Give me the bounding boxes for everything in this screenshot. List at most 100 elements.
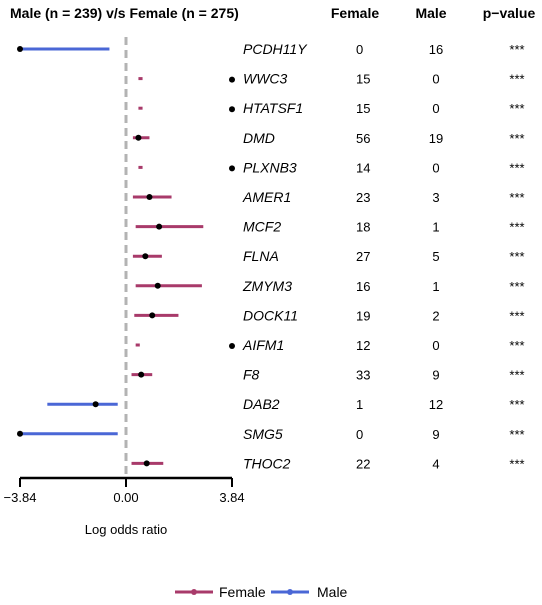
x-axis: −3.84 0.00 3.84 Log odds ratio <box>4 476 245 537</box>
male-count: 2 <box>432 308 439 323</box>
male-count: 0 <box>432 72 439 87</box>
column-header-male: Male <box>415 5 446 21</box>
male-count: 5 <box>432 249 439 264</box>
forest-row: ZMYM3 16 1 *** <box>135 278 525 294</box>
gene-label: AMER1 <box>242 189 291 205</box>
p-value: *** <box>509 190 524 205</box>
female-count: 15 <box>356 72 370 87</box>
gene-label: ZMYM3 <box>242 278 292 294</box>
female-count: 18 <box>356 220 370 235</box>
forest-row: F8 33 9 *** <box>131 367 525 383</box>
forest-row: AMER1 23 3 *** <box>132 189 525 205</box>
legend-male-dot <box>287 589 293 595</box>
gene-label: PLXNB3 <box>243 159 297 175</box>
p-value: *** <box>509 279 524 294</box>
forest-row: WWC3 15 0 *** <box>138 71 525 87</box>
side-marker <box>229 76 235 83</box>
point-estimate <box>17 430 23 437</box>
gene-label: SMG5 <box>243 426 283 442</box>
female-count: 56 <box>356 131 370 146</box>
point-estimate <box>156 223 163 230</box>
gene-label: WWC3 <box>243 71 288 87</box>
gene-label: FLNA <box>243 248 279 264</box>
point-estimate <box>149 312 156 319</box>
p-value: *** <box>509 308 524 323</box>
forest-row: DMD 56 19 *** <box>132 130 525 146</box>
male-count: 0 <box>432 101 439 116</box>
female-count: 15 <box>356 101 370 116</box>
gene-label: PCDH11Y <box>243 41 308 57</box>
p-value: *** <box>509 338 524 353</box>
side-marker <box>229 106 235 113</box>
p-value: *** <box>509 160 524 175</box>
p-value: *** <box>509 131 524 146</box>
male-count: 19 <box>429 131 443 146</box>
point-estimate <box>135 134 142 141</box>
forest-row: PLXNB3 14 0 *** <box>138 159 525 175</box>
gene-label: F8 <box>243 367 260 383</box>
point-estimate <box>138 371 145 378</box>
forest-row: FLNA 27 5 *** <box>132 248 525 264</box>
x-tick-label: −3.84 <box>4 490 37 505</box>
forest-row: MCF2 18 1 *** <box>135 219 525 235</box>
legend: Female Male <box>175 584 348 600</box>
gene-label: HTATSF1 <box>243 100 303 116</box>
forest-row: DOCK11 19 2 *** <box>134 307 525 323</box>
female-count: 12 <box>356 338 370 353</box>
p-value: *** <box>509 427 524 442</box>
side-marker <box>229 165 235 172</box>
gene-label: DOCK11 <box>243 307 298 323</box>
forest-rows: PCDH11Y 0 16 ***WWC3 15 0 ***HTATSF1 15 0 ***DMD 5… <box>17 41 525 471</box>
forest-row: DAB2 1 12 *** <box>47 396 525 412</box>
gene-label: DAB2 <box>243 396 280 412</box>
x-tick-label: 3.84 <box>219 490 244 505</box>
point-estimate <box>142 253 149 260</box>
p-value: *** <box>509 397 524 412</box>
male-count: 1 <box>432 220 439 235</box>
point-estimate <box>92 401 99 408</box>
chart-title: Male (n = 239) v/s Female (n = 275) <box>10 5 239 21</box>
p-value: *** <box>509 220 524 235</box>
female-count: 33 <box>356 368 370 383</box>
male-count: 3 <box>432 190 439 205</box>
female-count: 19 <box>356 308 370 323</box>
point-estimate <box>154 282 161 289</box>
gene-label: AIFM1 <box>242 337 284 353</box>
male-count: 0 <box>432 338 439 353</box>
male-count: 0 <box>432 160 439 175</box>
male-count: 1 <box>432 279 439 294</box>
column-header-pvalue: p−value <box>483 5 536 21</box>
forest-row: PCDH11Y 0 16 *** <box>17 41 525 57</box>
forest-row: THOC2 22 4 *** <box>131 455 525 471</box>
point-estimate <box>146 194 153 200</box>
p-value: *** <box>509 101 524 116</box>
male-count: 4 <box>432 456 439 471</box>
x-axis-label: Log odds ratio <box>85 522 167 537</box>
p-value: *** <box>509 72 524 87</box>
female-count: 27 <box>356 249 370 264</box>
male-count: 12 <box>429 397 443 412</box>
column-header-female: Female <box>331 5 379 21</box>
female-count: 1 <box>356 397 363 412</box>
gene-label: MCF2 <box>243 219 281 235</box>
female-count: 23 <box>356 190 370 205</box>
p-value: *** <box>509 42 524 57</box>
legend-female-label: Female <box>219 584 266 600</box>
p-value: *** <box>509 456 524 471</box>
female-count: 0 <box>356 42 363 57</box>
forest-row: SMG5 0 9 *** <box>17 426 525 442</box>
forest-row: HTATSF1 15 0 *** <box>138 100 525 116</box>
legend-female-dot <box>191 589 197 595</box>
forest-row: AIFM1 12 0 *** <box>135 337 525 353</box>
female-count: 22 <box>356 456 370 471</box>
male-count: 9 <box>432 427 439 442</box>
side-marker <box>229 343 235 349</box>
female-count: 16 <box>356 279 370 294</box>
x-axis-ticks: −3.84 0.00 3.84 <box>4 478 245 505</box>
point-estimate <box>143 460 150 467</box>
gene-label: THOC2 <box>243 455 291 471</box>
male-count: 9 <box>432 368 439 383</box>
p-value: *** <box>509 368 524 383</box>
male-count: 16 <box>429 42 443 57</box>
